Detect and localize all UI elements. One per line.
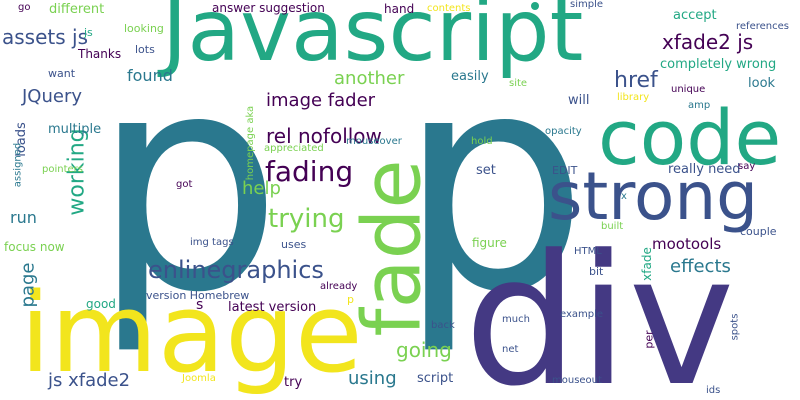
word-strong: strong: [548, 158, 759, 235]
word-p-small: p: [347, 293, 354, 306]
word-try: try: [284, 375, 303, 390]
word-site: site: [509, 78, 528, 89]
word-will: will: [568, 93, 590, 108]
word-easily: easily: [451, 69, 489, 84]
word-per: per: [642, 330, 656, 349]
word-trying: trying: [268, 204, 345, 234]
word-focus-now: focus now: [4, 240, 65, 254]
word-unique: unique: [671, 84, 706, 95]
word-homepage-aka: homepage aka: [245, 105, 257, 181]
word-enlinegraphics: enlinegraphics: [148, 256, 324, 284]
word-hold: hold: [471, 136, 493, 147]
word-mouseover: mouseover: [346, 136, 402, 147]
word-p-large-right: p: [398, 9, 589, 358]
word-image: image: [20, 269, 363, 397]
word-back: back: [431, 320, 455, 331]
word-page: page: [17, 262, 39, 308]
word-jquery: JQuery: [22, 86, 83, 107]
word-latest-version: latest version: [228, 300, 317, 315]
word-much: much: [502, 314, 530, 325]
word-accept: accept: [673, 8, 717, 23]
word-using: using: [348, 368, 397, 389]
word-built: built: [601, 221, 624, 232]
word-net: net: [502, 344, 519, 355]
word-xfade2-js: xfade2 js: [662, 30, 754, 54]
word-good: good: [86, 297, 116, 311]
word-appreciated: appreciated: [264, 143, 324, 154]
word-x: x: [621, 191, 627, 202]
word-version-homebrew: version Homebrew: [146, 289, 250, 302]
word-look: look: [748, 76, 776, 91]
word-already: already: [320, 281, 358, 292]
word-contents: contents: [427, 3, 471, 14]
word-couple: couple: [740, 225, 777, 238]
word-edit: EDIT: [552, 164, 578, 177]
word-js-small: js: [84, 26, 93, 39]
word-references: references: [736, 21, 789, 32]
word-xfade: xfade: [639, 247, 654, 281]
word-code: code: [598, 93, 782, 182]
word-fade: fade: [345, 159, 439, 337]
dot-mark: [531, 2, 539, 10]
word-script: script: [417, 371, 454, 386]
word-figure: figure: [472, 236, 507, 250]
word-ids: ids: [706, 385, 721, 396]
word-opacity: opacity: [545, 126, 582, 137]
word-javascript: Javascript: [162, 0, 584, 81]
word-fading: fading: [265, 155, 354, 188]
word-bit: bit: [589, 265, 604, 278]
word-run: run: [10, 208, 37, 227]
word-thanks: Thanks: [78, 47, 122, 61]
word-multiple: multiple: [48, 122, 102, 137]
word-effects: effects: [670, 256, 731, 277]
word-simple: simple: [570, 0, 604, 10]
word-joomla: Joomla: [182, 373, 216, 384]
word-img-tags: img tags: [190, 237, 234, 248]
word-another: another: [334, 68, 405, 89]
word-really-need: really need: [668, 162, 741, 177]
word-amp: amp: [688, 100, 711, 111]
word-html: HTML: [574, 246, 602, 257]
word-js-xfade2: js xfade2: [48, 370, 131, 391]
word-image-fader: image fader: [266, 90, 376, 111]
word-assigned: assigned: [12, 142, 24, 188]
word-set: set: [476, 163, 496, 178]
word-hand: hand: [384, 2, 415, 16]
word-completely-wrong: completely wrong: [660, 57, 777, 72]
word-pointers: pointers: [42, 164, 83, 175]
word-want: want: [48, 67, 76, 80]
word-found: found: [127, 66, 173, 85]
word-rel-nofollow: rel nofollow: [266, 124, 382, 148]
word-lots: lots: [135, 43, 155, 56]
word-spots: spots: [729, 313, 741, 341]
word-div: div: [464, 217, 735, 400]
word-looking: looking: [124, 22, 164, 35]
word-href: href: [614, 68, 658, 93]
word-library: library: [617, 92, 650, 103]
word-example: example: [560, 309, 604, 320]
word-different: different: [49, 2, 105, 17]
word-say: say: [738, 161, 756, 172]
word-answer-suggestion: answer suggestion: [212, 1, 325, 15]
word-uses: uses: [281, 238, 307, 251]
word-got: got: [176, 179, 193, 190]
word-mouseout: mouseout: [552, 375, 602, 386]
word-assets-js: assets js: [2, 25, 88, 49]
word-mootools: mootools: [652, 235, 722, 253]
word-go: go: [18, 2, 31, 13]
word-p-large-left: p: [92, 9, 283, 358]
word-help: help: [242, 178, 281, 199]
word-s: s: [196, 297, 204, 313]
word-going: going: [396, 338, 452, 362]
